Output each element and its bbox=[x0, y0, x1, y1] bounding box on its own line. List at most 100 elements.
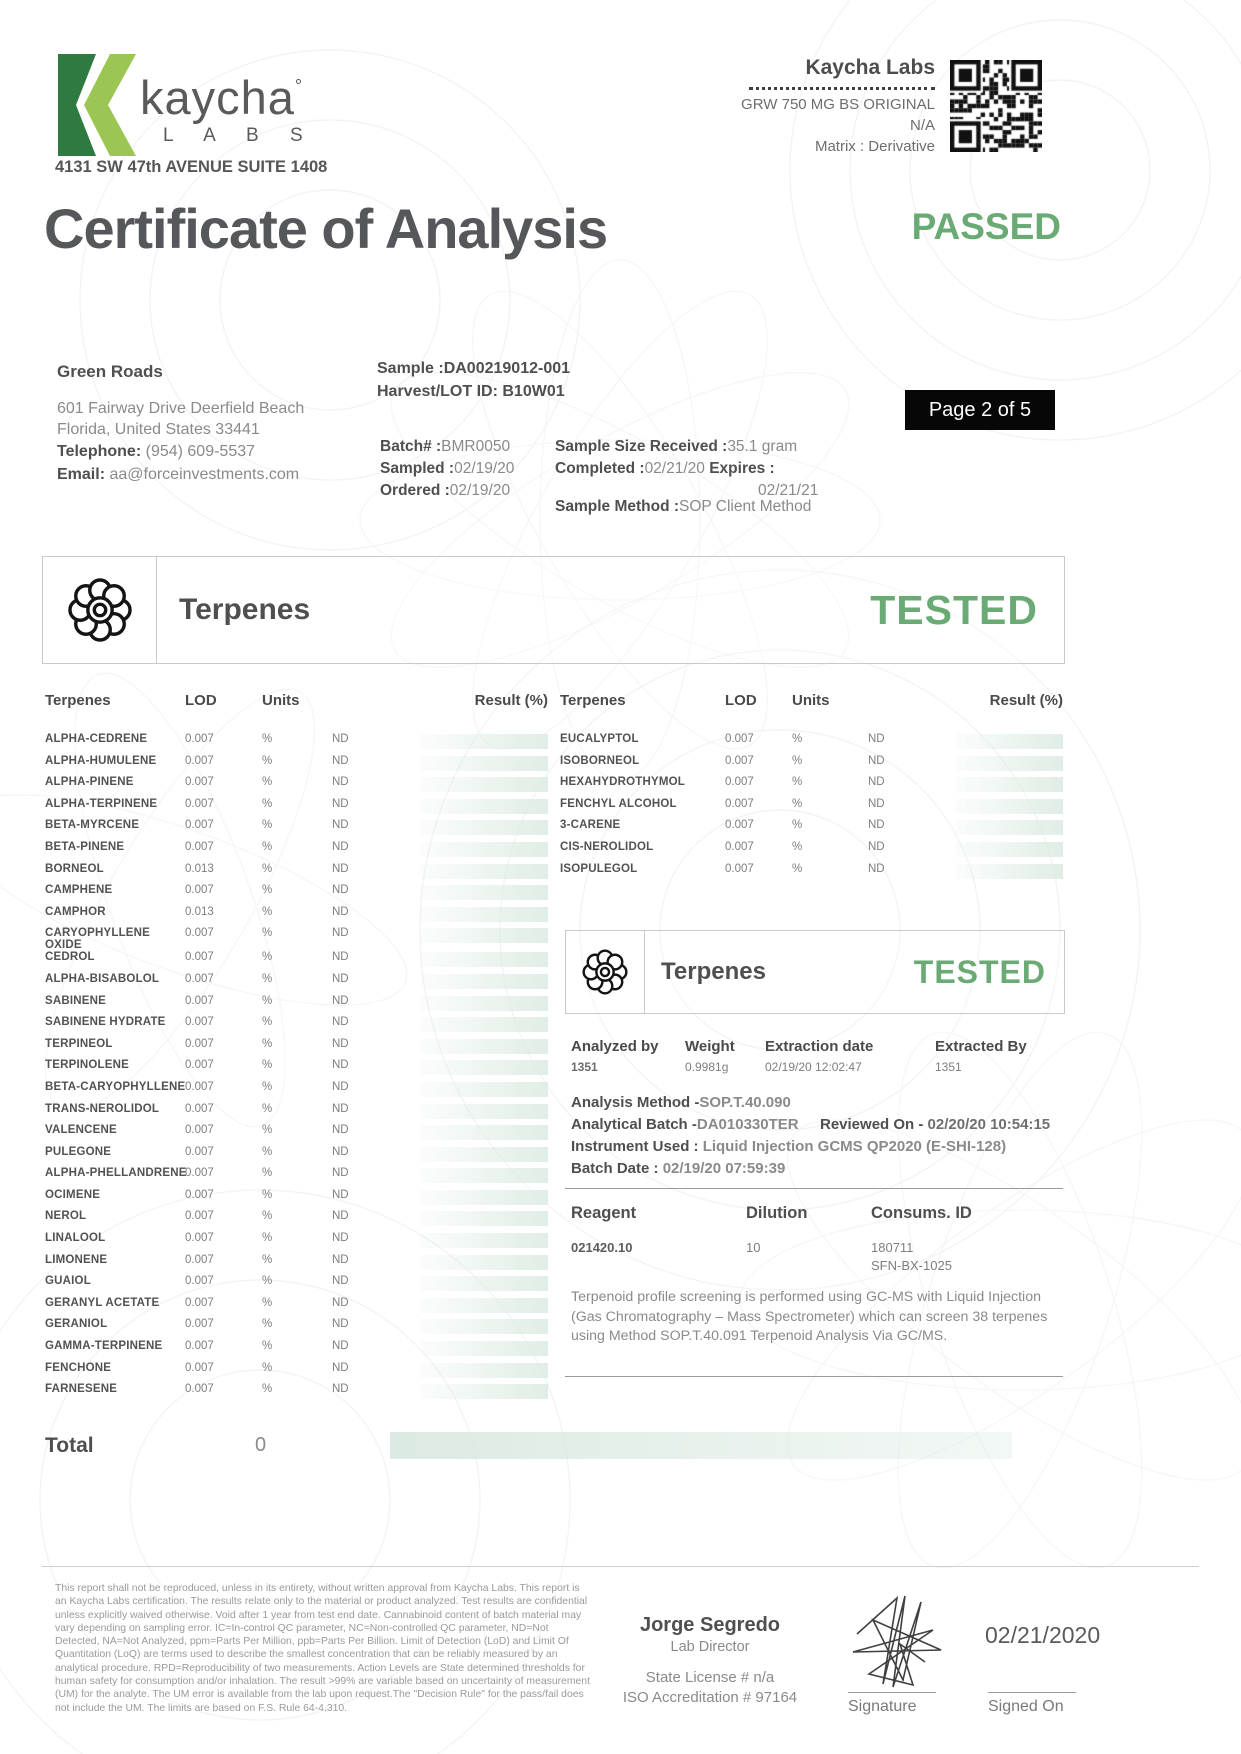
table-row: GUAIOL 0.007% ND bbox=[45, 1275, 548, 1297]
cell-result: ND bbox=[332, 1124, 349, 1137]
result-bar bbox=[420, 1060, 548, 1076]
table-row: TERPINOLENE 0.007% ND bbox=[45, 1059, 548, 1081]
table-row: EUCALYPTOL 0.007% ND bbox=[560, 733, 1063, 755]
result-bar bbox=[420, 1384, 548, 1400]
result-bar bbox=[420, 1211, 548, 1227]
cell-result: ND bbox=[332, 1383, 349, 1396]
terpene-table-right: Terpenes LOD Units Result (%) EUCALYPTOL… bbox=[560, 692, 1063, 884]
cell-units: % bbox=[792, 862, 803, 875]
cell-units: % bbox=[792, 819, 803, 832]
lab-address: 4131 SW 47th AVENUE SUITE 1408 bbox=[55, 158, 328, 176]
product-line2: N/A bbox=[909, 117, 935, 134]
col-result: Result (%) bbox=[989, 692, 1063, 709]
cell-lod: 0.007 bbox=[185, 1188, 214, 1201]
signature-label: Signature bbox=[848, 1698, 917, 1715]
table-row: TERPINEOL 0.007% ND bbox=[45, 1038, 548, 1060]
cell-lod: 0.007 bbox=[185, 951, 214, 964]
cell-units: % bbox=[792, 840, 803, 853]
cell-units: % bbox=[262, 1210, 273, 1223]
table-row: GERANYL ACETATE 0.007% ND bbox=[45, 1297, 548, 1319]
cell-units: % bbox=[262, 1124, 273, 1137]
cell-lod: 0.007 bbox=[185, 1296, 214, 1309]
cell-result: ND bbox=[332, 905, 349, 918]
cell-name: ISOPULEGOL bbox=[560, 862, 638, 875]
cell-result: ND bbox=[332, 1188, 349, 1201]
table-row: CARYOPHYLLENE OXIDE 0.007% ND bbox=[45, 927, 548, 951]
terpenes-icon-cell bbox=[566, 931, 645, 1013]
result-bar bbox=[420, 1168, 548, 1184]
result-bar bbox=[420, 755, 548, 771]
sample-id-row: Sample :DA00219012-001 bbox=[377, 360, 571, 377]
cell-name: OCIMENE bbox=[45, 1188, 101, 1201]
cell-lod: 0.007 bbox=[185, 1340, 214, 1353]
cell-lod: 0.007 bbox=[185, 1080, 214, 1093]
kaycha-logo-mark bbox=[58, 54, 136, 156]
signed-date: 02/21/2020 bbox=[985, 1622, 1101, 1648]
cell-result: ND bbox=[332, 1145, 349, 1158]
table-row: GERANIOL 0.007% ND bbox=[45, 1318, 548, 1340]
result-bar bbox=[420, 1362, 548, 1378]
cell-name: PULEGONE bbox=[45, 1145, 112, 1158]
harvest-lot-row: Harvest/LOT ID: B10W01 bbox=[377, 383, 565, 400]
col-terpenes: Terpenes bbox=[560, 692, 626, 709]
result-bar bbox=[420, 1081, 548, 1097]
status-passed: PASSED bbox=[911, 206, 1061, 247]
cell-result: ND bbox=[332, 1037, 349, 1050]
cell-name: TRANS-NEROLIDOL bbox=[45, 1102, 160, 1115]
flower-icon bbox=[67, 578, 132, 642]
cell-result: ND bbox=[332, 972, 349, 985]
result-bar bbox=[420, 1254, 548, 1270]
cell-name: NEROL bbox=[45, 1210, 87, 1223]
cell-units: % bbox=[792, 776, 803, 789]
reagent-header: Reagent bbox=[571, 1204, 637, 1222]
cell-name: BETA-MYRCENE bbox=[45, 819, 140, 832]
result-bar bbox=[420, 1319, 548, 1335]
consums-id-header: Consums. ID bbox=[871, 1204, 972, 1222]
cell-result: ND bbox=[868, 862, 885, 875]
cell-result: ND bbox=[868, 754, 885, 767]
result-bar bbox=[955, 798, 1063, 814]
cell-name: ALPHA-PINENE bbox=[45, 776, 134, 789]
cell-lod: 0.007 bbox=[185, 1145, 214, 1158]
cell-name: EUCALYPTOL bbox=[560, 733, 639, 745]
cell-units: % bbox=[262, 884, 273, 897]
lab-director-block: Jorge Segredo Lab Director State License… bbox=[590, 1614, 830, 1706]
table-row: ISOBORNEOL 0.007% ND bbox=[560, 755, 1063, 777]
cell-units: % bbox=[262, 1102, 273, 1115]
consums-id-value-1: 180711 bbox=[871, 1240, 914, 1255]
result-bar bbox=[420, 1233, 548, 1249]
cell-name: BORNEOL bbox=[45, 862, 104, 875]
cell-lod: 0.007 bbox=[185, 1253, 214, 1266]
cell-lod: 0.007 bbox=[185, 1102, 214, 1115]
result-bar bbox=[420, 841, 548, 857]
cell-name: GAMMA-TERPINENE bbox=[45, 1340, 163, 1353]
cell-lod: 0.007 bbox=[185, 972, 214, 985]
table-header: Terpenes LOD Units Result (%) bbox=[45, 692, 548, 709]
cell-lod: 0.007 bbox=[185, 884, 214, 897]
cell-lod: 0.007 bbox=[185, 1318, 214, 1331]
cell-name: ALPHA-PHELLANDRENE bbox=[45, 1167, 187, 1180]
section-title: Terpenes bbox=[661, 958, 766, 985]
terpene-table-left: Terpenes LOD Units Result (%) ALPHA-CEDR… bbox=[45, 692, 548, 1405]
cell-result: ND bbox=[332, 1167, 349, 1180]
signature-line bbox=[848, 1692, 936, 1693]
cell-name: CEDROL bbox=[45, 951, 95, 964]
cell-lod: 0.007 bbox=[725, 819, 754, 832]
cell-units: % bbox=[792, 754, 803, 767]
result-bar bbox=[420, 1125, 548, 1141]
cell-lod: 0.007 bbox=[185, 754, 214, 767]
cell-name: CIS-NEROLIDOL bbox=[560, 840, 654, 853]
analysis-bottom-divider bbox=[565, 1376, 1063, 1377]
table-row: SABINENE 0.007% ND bbox=[45, 995, 548, 1017]
result-bar bbox=[955, 777, 1063, 793]
product-name: GRW 750 MG BS ORIGINAL bbox=[741, 96, 935, 113]
table-header: Terpenes LOD Units Result (%) bbox=[560, 692, 1063, 709]
result-bar bbox=[955, 820, 1063, 836]
analyzed-by-label: Analyzed by bbox=[571, 1038, 659, 1055]
col-lod: LOD bbox=[725, 692, 757, 709]
col-lod: LOD bbox=[185, 692, 217, 709]
cell-lod: 0.007 bbox=[185, 994, 214, 1007]
result-bar bbox=[420, 798, 548, 814]
dilution-header: Dilution bbox=[746, 1204, 808, 1222]
cell-units: % bbox=[262, 951, 273, 964]
